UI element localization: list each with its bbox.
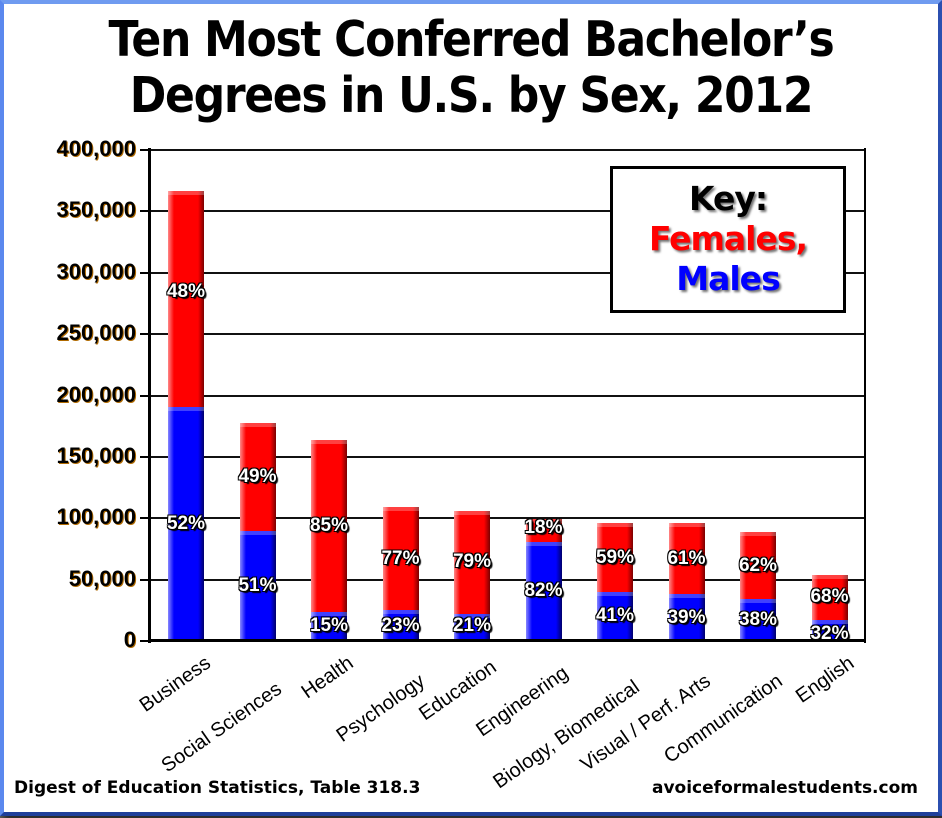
bar-health [311,439,347,641]
percent-label-males: 52% [166,512,206,534]
bar-segment-females [454,510,490,614]
source-citation: Digest of Education Statistics, Table 31… [14,778,421,798]
gridline [150,517,866,520]
y-tick [140,394,150,397]
y-tick-label: 50,000 [68,565,136,591]
bar-segment-females [597,523,633,592]
percent-label-females: 77% [381,547,420,569]
y-tick-label: 100,000 [56,504,136,530]
y-tick-label: 200,000 [56,381,136,407]
bar-segment-females [239,422,276,531]
percent-label-females: 49% [238,465,277,487]
y-tick-label: 250,000 [56,320,136,346]
bar-education [454,510,490,641]
chart-title: Ten Most Conferred Bachelor’s Degrees in… [47,12,895,124]
percent-label-males: 38% [738,609,778,631]
bar-business [168,190,204,641]
bar-psychology [382,507,419,641]
bar-segment-females [525,519,562,542]
percent-label-males: 82% [524,580,563,602]
gridline [150,578,866,581]
percent-label-males: 23% [381,615,420,636]
y-tick [140,578,150,581]
gridline [150,149,866,151]
bar-segment-females [740,531,776,600]
percent-label-females: 62% [738,554,778,576]
percent-label-females: 79% [452,551,492,573]
bar-segment-males [525,541,562,641]
y-tick [140,333,150,336]
percent-label-females: 18% [524,517,563,539]
chart-title-line-1: Ten Most Conferred Bachelor’s [108,11,835,68]
gridline [150,333,866,336]
bar-segment-females [168,190,204,407]
bar-segment-males [597,591,633,641]
y-tick [140,149,150,151]
bar-segment-males [740,599,776,641]
gridline [150,455,866,458]
y-tick [140,271,150,274]
percent-label-males: 15% [309,615,349,636]
bar-segment-males [239,530,276,641]
gridline [150,271,866,274]
bar-segment-males [382,610,419,641]
plot-right-border [864,148,866,643]
legend-key: Key: Females, Males [610,166,846,313]
y-tick-label: 350,000 [56,197,136,223]
percent-label-males: 39% [667,606,706,628]
y-tick-label: 300,000 [56,258,136,284]
percent-label-females: 68% [810,586,849,608]
y-tick-label: 400,000 [56,136,136,161]
y-tick [140,210,150,213]
percent-label-females: 85% [309,514,349,536]
bar-segment-males [811,620,848,641]
x-axis-line [148,639,866,642]
gridline [150,394,866,397]
chart-title-line-2: Degrees in U.S. by Sex, 2012 [129,67,814,124]
y-tick-label: 150,000 [56,442,136,468]
percent-label-females: 61% [667,547,706,569]
bar-engineering [525,519,562,641]
gridline [150,210,866,213]
bar-segment-females [811,574,848,621]
legend-males: Males [676,259,780,298]
bar-social-sciences [239,422,276,641]
percent-label-males: 41% [595,605,635,627]
bar-segment-females [311,439,347,612]
y-tick [140,455,150,458]
bar-segment-males [311,611,347,641]
legend-heading: Key: [688,179,768,218]
y-tick [140,517,150,520]
percent-label-males: 51% [238,574,277,596]
y-tick [140,640,150,642]
bar-english [811,574,848,641]
bar-segment-males [668,594,705,641]
legend-females: Females, [648,219,808,258]
bar-segment-males [454,613,490,641]
bar-biology-biomedical [597,523,633,641]
percent-label-females: 59% [595,546,635,568]
bar-segment-males [168,406,204,641]
y-tick-label: 0 [123,627,136,652]
percent-label-males: 21% [452,615,492,636]
y-axis-line [148,148,151,643]
percent-label-females: 48% [166,281,206,302]
bar-visual-perf-arts [668,523,705,641]
site-credit: avoiceformalestudents.com [652,778,918,798]
bar-communication [740,531,776,641]
bar-segment-females [382,507,419,611]
percent-label-males: 32% [810,623,849,644]
bar-segment-females [668,523,705,595]
